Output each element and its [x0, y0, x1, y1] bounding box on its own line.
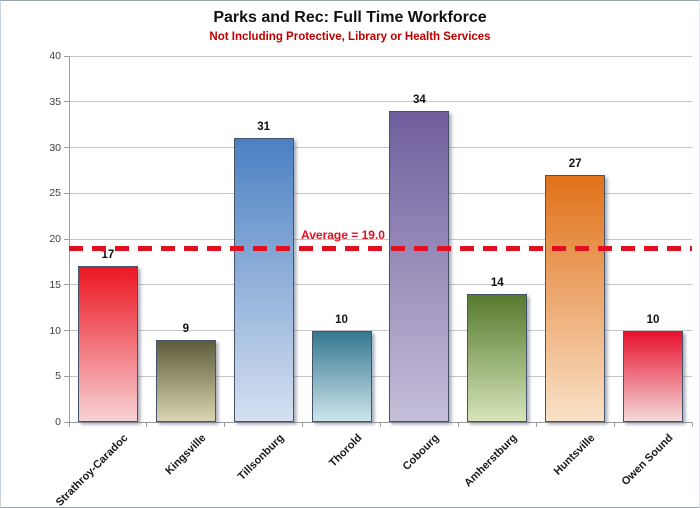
x-axis-tick-mark: [380, 422, 381, 427]
gridline-y-35: [69, 101, 692, 103]
y-axis-tick-mark: [64, 238, 69, 240]
gridline-y-10: [69, 330, 692, 331]
average-line-label: Average = 19.0: [301, 228, 385, 243]
y-axis-tick-label: 40: [49, 50, 61, 62]
bar-huntsville: [545, 174, 606, 422]
bar-value-label: 9: [182, 322, 190, 335]
x-axis-tick-mark: [68, 422, 70, 427]
bar-strathroy-caradoc: [77, 266, 138, 422]
x-axis-tick-mark: [691, 422, 693, 427]
bar-owen-sound: [623, 330, 684, 422]
bar-value-label: 31: [257, 121, 271, 134]
bar-kingsville: [155, 339, 216, 422]
y-axis-tick-label: 5: [55, 370, 61, 383]
bar-value-label: 17: [101, 249, 115, 262]
x-axis-category-label: Owen Sound: [619, 432, 676, 489]
bar-value-label: 27: [568, 157, 582, 170]
x-axis-tick-mark: [302, 422, 304, 427]
bar-amherstburg: [467, 293, 528, 422]
bar-cobourg: [389, 110, 450, 422]
gridline-y-30: [69, 147, 692, 148]
gridline-y-25: [69, 192, 692, 194]
chart-subtitle: Not Including Protective, Library or Hea…: [209, 31, 491, 43]
y-axis-tick-label: 20: [49, 233, 61, 245]
average-line: [69, 245, 692, 251]
bar-value-label: 34: [413, 93, 426, 106]
x-axis-category-label: Huntsville: [552, 432, 598, 478]
y-axis-tick-mark: [64, 330, 69, 331]
gridline-y-40: [69, 55, 692, 57]
bar-value-label: 10: [335, 313, 348, 326]
gridline-y-20: [69, 238, 692, 240]
x-axis-category-label: Tillsonburg: [235, 432, 287, 483]
y-axis-tick-label: 35: [49, 95, 61, 108]
y-axis-line: [69, 56, 70, 423]
y-axis-tick-mark: [64, 147, 69, 148]
x-axis-tick-mark: [224, 422, 226, 427]
x-axis-tick-mark: [613, 422, 615, 427]
x-axis-tick-mark: [457, 422, 459, 427]
bar-value-label: 14: [490, 276, 504, 289]
bar-tillsonburg: [233, 138, 294, 422]
y-axis-tick-mark: [64, 192, 69, 194]
x-axis-tick-mark: [146, 422, 148, 427]
chart-title: Parks and Rec: Full Time Workforce: [213, 9, 487, 26]
y-axis-tick-label: 10: [49, 324, 61, 337]
y-axis-tick-mark: [64, 375, 69, 377]
bar-thorold: [311, 330, 372, 422]
x-axis-category-label: Thorold: [326, 432, 365, 470]
gridline-y-5: [69, 375, 692, 377]
x-axis-category-label: Strathroy-Caradoc: [53, 432, 131, 508]
x-axis-category-label: Kingsville: [163, 432, 209, 478]
y-axis-tick-mark: [64, 284, 69, 286]
x-axis-tick-mark: [535, 422, 537, 427]
y-axis-tick-mark: [64, 55, 69, 57]
y-axis-tick-mark: [64, 421, 69, 423]
y-axis-tick-label: 30: [49, 141, 61, 154]
x-axis-category-label: Cobourg: [401, 432, 442, 473]
y-axis-tick-label: 15: [49, 278, 61, 291]
y-axis-tick-mark: [64, 101, 69, 103]
bar-value-label: 10: [646, 313, 660, 326]
gridline-y-15: [69, 284, 692, 286]
x-axis-category-label: Amherstburg: [462, 432, 520, 490]
y-axis-tick-label: 25: [49, 187, 61, 200]
y-axis-tick-label: 0: [55, 416, 61, 428]
